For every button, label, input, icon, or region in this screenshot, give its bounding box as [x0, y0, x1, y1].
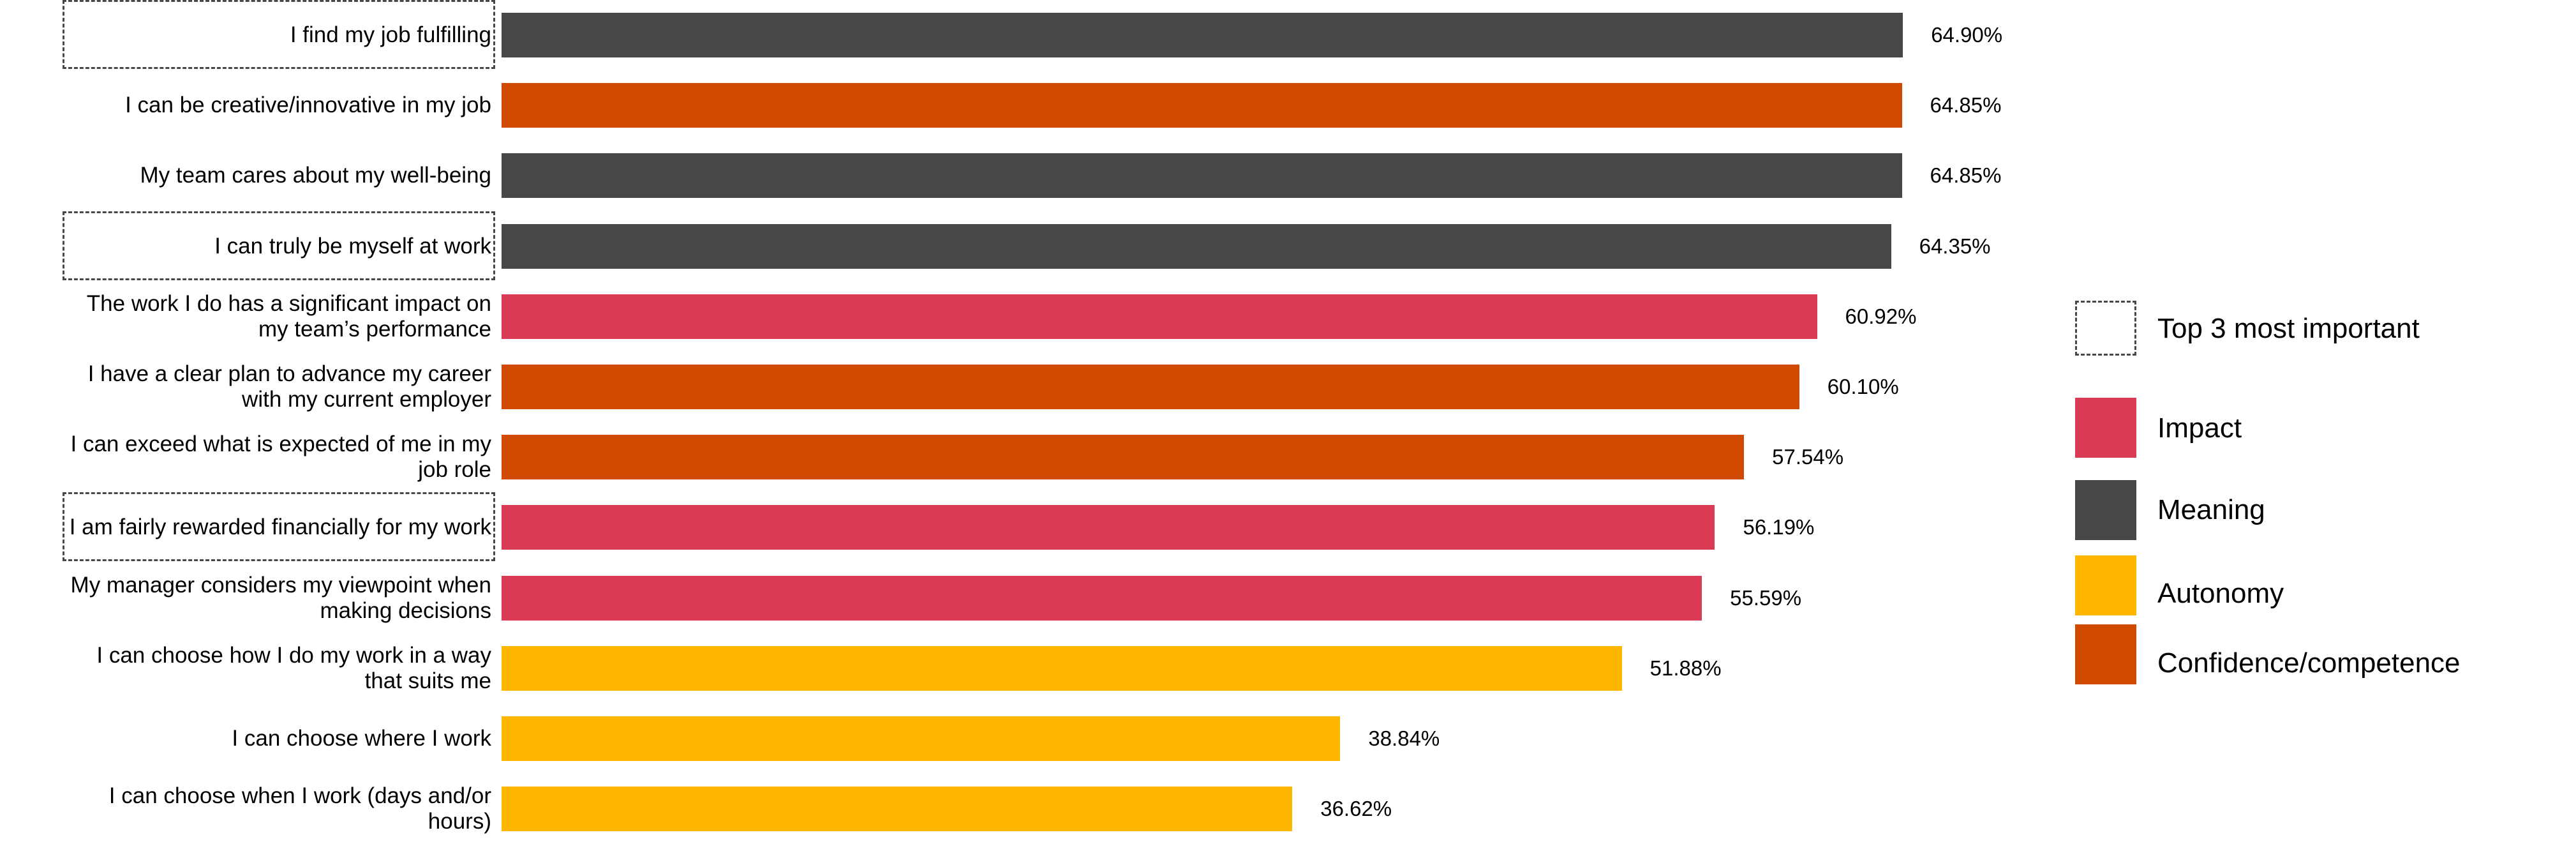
legend-confidence-label: Confidence/competence — [2157, 647, 2461, 679]
value-label: 60.92% — [1845, 304, 1917, 328]
category-label: I can be creative/innovative in my job — [57, 70, 491, 140]
legend-impact-swatch — [2075, 398, 2136, 458]
value-label: 57.54% — [1772, 445, 1844, 469]
value-label: 64.85% — [1930, 163, 2002, 188]
bar — [502, 645, 1622, 691]
top3-highlight-box — [63, 0, 495, 69]
category-label: I can choose when I work (days and/or ho… — [57, 774, 491, 844]
category-label-text: I can exceed what is expected of me in m… — [70, 432, 492, 483]
category-label-text: I can truly be myself at work — [214, 233, 491, 259]
legend-meaning-swatch — [2075, 480, 2136, 540]
category-label: I have a clear plan to advance my career… — [57, 352, 491, 422]
category-label: I can truly be myself at work — [57, 211, 491, 282]
bar — [502, 716, 1341, 761]
category-label: I find my job fulfilling — [57, 0, 491, 70]
value-label: 55.59% — [1730, 585, 1802, 610]
category-label: My team cares about my well-being — [57, 140, 492, 211]
category-label-text: My team cares about my well-being — [140, 163, 492, 188]
legend-autonomy-swatch — [2075, 555, 2136, 615]
category-label: I am fairly rewarded financially for my … — [57, 492, 491, 562]
legend-meaning-label: Meaning — [2157, 494, 2265, 525]
category-label-text: My manager considers my viewpoint when m… — [70, 572, 491, 623]
category-label-text: I can be creative/innovative in my job — [125, 93, 491, 118]
bar — [502, 294, 1817, 339]
category-label-text: I am fairly rewarded financially for my … — [69, 515, 491, 540]
category-label-text: I can choose when I work (days and/or ho… — [108, 783, 491, 834]
category-label-text: I find my job fulfilling — [290, 22, 491, 47]
value-label: 64.85% — [1930, 93, 2002, 117]
bar — [502, 153, 1902, 199]
value-label: 56.19% — [1743, 515, 1815, 539]
legend-confidence-swatch — [2075, 624, 2136, 684]
bar — [502, 83, 1902, 128]
category-label: I can exceed what is expected of me in m… — [57, 422, 492, 492]
legend-autonomy-label: Autonomy — [2157, 578, 2284, 609]
legend-top3-label: Top 3 most important — [2157, 313, 2420, 344]
top3-highlight-box — [63, 211, 495, 280]
bar — [502, 13, 1903, 57]
value-label: 60.10% — [1827, 375, 1899, 398]
value-label: 64.35% — [1919, 234, 1991, 258]
category-label-text: I have a clear plan to advance my career… — [87, 361, 491, 412]
legend-top3-swatch — [2075, 301, 2136, 356]
category-label: I can choose where I work — [57, 704, 491, 774]
value-label: 64.90% — [1931, 23, 2003, 47]
bar — [502, 435, 1745, 480]
value-label: 51.88% — [1649, 656, 1722, 680]
bar — [502, 505, 1715, 550]
top3-highlight-box — [63, 492, 495, 562]
category-label: The work I do has a significant impact o… — [57, 282, 491, 352]
value-label: 38.84% — [1368, 727, 1440, 750]
bar — [502, 223, 1891, 269]
bar — [502, 575, 1702, 621]
category-label-text: I can choose how I do my work in a way t… — [96, 642, 491, 693]
value-label: 36.62% — [1320, 797, 1392, 821]
bar — [502, 365, 1799, 409]
legend-impact-label: Impact — [2157, 412, 2242, 444]
bar — [502, 787, 1293, 832]
category-label-text: I can choose where I work — [232, 726, 491, 751]
category-label-text: The work I do has a significant impact o… — [86, 290, 491, 342]
category-label: I can choose how I do my work in a way t… — [57, 633, 491, 704]
category-label: My manager considers my viewpoint when m… — [57, 563, 491, 633]
